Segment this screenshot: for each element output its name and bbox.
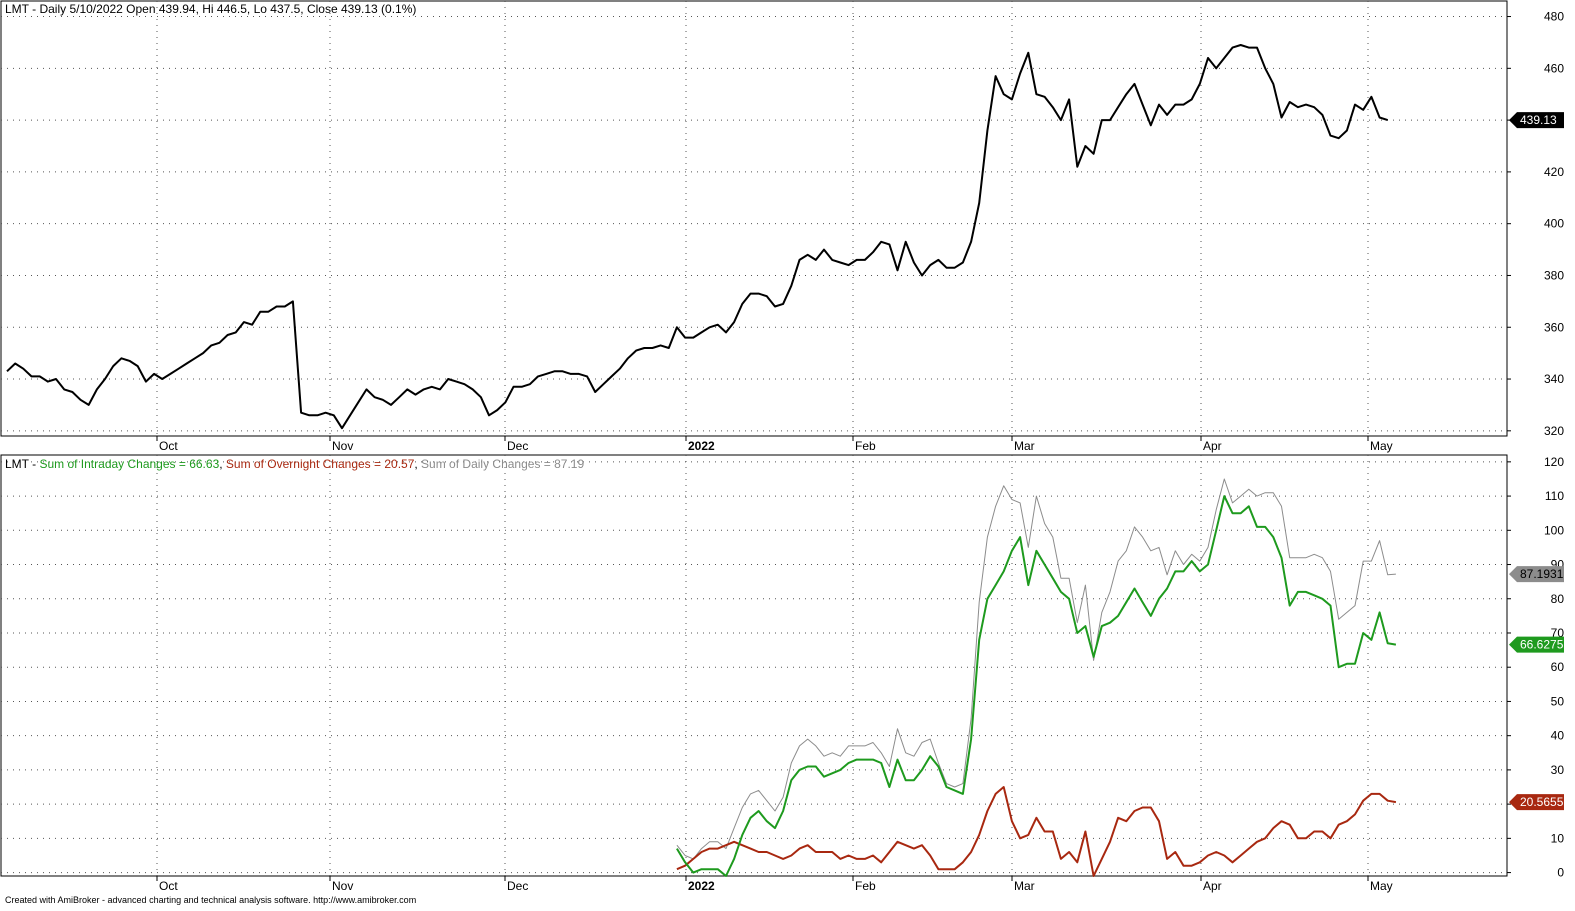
x-tick-label: Dec [507, 879, 528, 893]
x-tick-label: Feb [855, 439, 876, 453]
y-tick-label: 80 [1551, 592, 1565, 606]
x-tick-label: 2022 [688, 439, 715, 453]
y-tick-label: 360 [1544, 320, 1564, 334]
last-value-label: 20.5655 [1520, 795, 1564, 809]
x-tick-label: Mar [1014, 439, 1035, 453]
series-line-price [6, 44, 1389, 430]
y-tick-label: 30 [1551, 763, 1565, 777]
y-tick-label: 100 [1544, 523, 1564, 537]
x-tick-label: Nov [332, 879, 353, 893]
series-line-sum-of-overnight-changes [676, 786, 1397, 877]
y-tick-label: 320 [1544, 424, 1564, 438]
y-tick-label: 10 [1551, 831, 1565, 845]
x-tick-label: Nov [332, 439, 353, 453]
y-tick-label: 50 [1551, 694, 1565, 708]
series-line-sum-of-intraday-changes [676, 495, 1397, 877]
y-tick-label: 60 [1551, 660, 1565, 674]
y-tick-label: 340 [1544, 372, 1564, 386]
x-tick-label: Feb [855, 879, 876, 893]
series-line-sum-of-daily-changes [676, 478, 1396, 860]
x-tick-label: Mar [1014, 879, 1035, 893]
overnight-legend: Sum of Overnight Changes = 20.57 [225, 457, 415, 471]
last-value-badge [1509, 794, 1564, 811]
x-tick-label: May [1370, 879, 1393, 893]
top-panel-title: LMT - Daily 5/10/2022 Open 439.94, Hi 44… [5, 2, 417, 16]
x-tick-label: Dec [507, 439, 528, 453]
last-value-badge [1509, 636, 1564, 653]
last-value-label: 87.1931 [1520, 567, 1564, 581]
y-tick-label: 40 [1551, 729, 1565, 743]
panel-frame [0, 0, 1508, 437]
legend-separator: , [219, 457, 226, 471]
legend-separator: , [414, 457, 422, 471]
last-value-badge [1509, 566, 1564, 583]
x-tick-label: Oct [159, 879, 178, 893]
last-value-label: 66.6275 [1520, 638, 1564, 652]
panel-frame [0, 454, 1508, 877]
x-tick-label: Oct [159, 439, 178, 453]
last-value-label: 439.13 [1520, 113, 1557, 127]
y-tick-label: 70 [1551, 626, 1565, 640]
y-tick-label: 480 [1544, 10, 1564, 24]
y-tick-label: 120 [1544, 455, 1564, 469]
x-tick-label: Apr [1203, 439, 1222, 453]
daily-legend: Sum of Daily Changes = 87.19 [421, 457, 585, 471]
y-tick-label: 380 [1544, 268, 1564, 282]
bottom-title-prefix: LMT - [5, 457, 40, 471]
x-tick-label: 2022 [688, 879, 715, 893]
y-tick-label: 460 [1544, 61, 1564, 75]
last-value-badge [1509, 112, 1564, 129]
y-tick-label: 110 [1545, 489, 1564, 503]
y-tick-label: 400 [1544, 217, 1564, 231]
x-tick-label: Apr [1203, 879, 1222, 893]
y-tick-label: 420 [1544, 165, 1564, 179]
x-tick-label: May [1370, 439, 1393, 453]
bottom-panel-title: LMT - Sum of Intraday Changes = 66.63, S… [5, 457, 584, 471]
y-tick-label: 0 [1557, 866, 1564, 880]
footer-credit: Created with AmiBroker - advanced charti… [5, 895, 417, 905]
intraday-legend: Sum of Intraday Changes = 66.63 [39, 457, 220, 471]
